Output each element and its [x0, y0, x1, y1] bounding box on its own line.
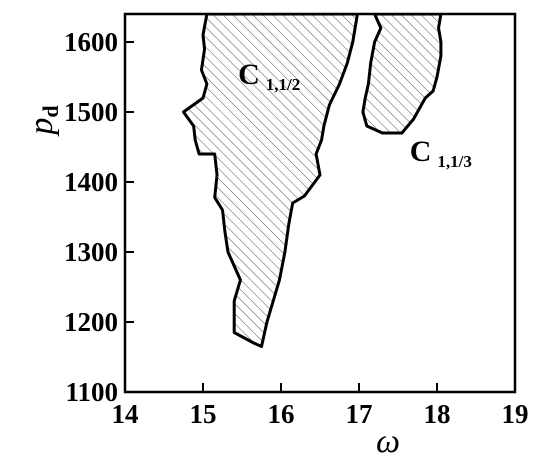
y-tick-label: 1500: [64, 97, 118, 127]
y-axis-label-sub: d: [38, 105, 63, 117]
region-2: [361, 14, 443, 135]
y-axis-label: pd: [23, 105, 63, 136]
region-label-2: C 1,1/3: [410, 135, 472, 171]
x-axis: 14 15 16 17 18 19: [112, 383, 529, 429]
x-tick-label: 17: [346, 399, 373, 429]
stability-regions: [182, 14, 443, 348]
y-tick-label: 1100: [65, 377, 118, 407]
plot-frame: [123, 12, 517, 394]
x-tick-label: 18: [424, 399, 451, 429]
y-axis-label-main: p: [23, 118, 60, 137]
y-tick-label: 1300: [64, 237, 118, 267]
region-1: [182, 14, 359, 348]
x-tick-label: 15: [190, 399, 217, 429]
region-label-main: C: [238, 58, 260, 91]
x-tick-label: 14: [112, 399, 139, 429]
region-label-main: C: [410, 135, 432, 168]
region-labels: C 1,1/2 C 1,1/3: [238, 58, 472, 171]
x-tick-label: 19: [502, 399, 529, 429]
region-label-sub: 1,1/3: [437, 152, 471, 171]
x-tick-label: 16: [268, 399, 295, 429]
region-label-1: C 1,1/2: [238, 58, 300, 94]
x-axis-label: ω: [376, 423, 400, 458]
y-tick-label: 1600: [64, 27, 118, 57]
y-axis: 1100 1200 1300 1400 1500 1600: [64, 27, 134, 407]
region-label-sub: 1,1/2: [266, 75, 300, 94]
y-tick-label: 1400: [64, 167, 118, 197]
svg-text:pd: pd: [23, 105, 63, 136]
y-tick-label: 1200: [64, 307, 118, 337]
